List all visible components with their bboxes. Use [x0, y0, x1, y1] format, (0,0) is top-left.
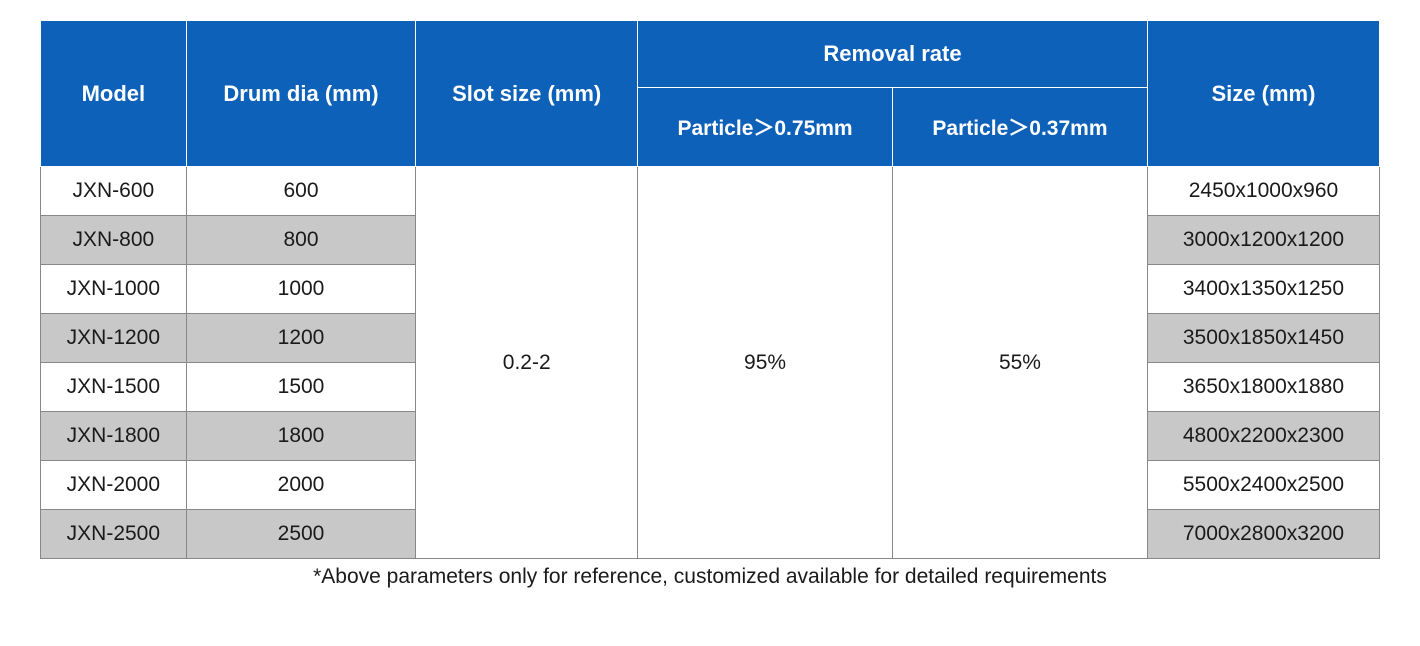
cell-model: JXN-600 — [41, 167, 187, 216]
table-header: Model Drum dia (mm) Slot size (mm) Remov… — [41, 21, 1380, 167]
cell-size: 2450x1000x960 — [1147, 167, 1379, 216]
cell-slot-size: 0.2-2 — [416, 167, 638, 559]
cell-drum-dia: 1500 — [186, 363, 416, 412]
cell-size: 7000x2800x3200 — [1147, 510, 1379, 559]
header-size: Size (mm) — [1147, 21, 1379, 167]
cell-size: 4800x2200x2300 — [1147, 412, 1379, 461]
cell-drum-dia: 1800 — [186, 412, 416, 461]
header-particle-075: Particle＞0.75mm — [638, 88, 893, 167]
cell-size: 3400x1350x1250 — [1147, 265, 1379, 314]
cell-model: JXN-1800 — [41, 412, 187, 461]
cell-drum-dia: 2500 — [186, 510, 416, 559]
cell-removal-075: 95% — [638, 167, 893, 559]
table-body: JXN-6006000.2-295%55%2450x1000x960JXN-80… — [41, 167, 1380, 559]
cell-drum-dia: 1000 — [186, 265, 416, 314]
cell-size: 3500x1850x1450 — [1147, 314, 1379, 363]
cell-model: JXN-1500 — [41, 363, 187, 412]
cell-model: JXN-1000 — [41, 265, 187, 314]
cell-drum-dia: 2000 — [186, 461, 416, 510]
header-removal-rate: Removal rate — [638, 21, 1148, 88]
cell-drum-dia: 1200 — [186, 314, 416, 363]
table-row: JXN-6006000.2-295%55%2450x1000x960 — [41, 167, 1380, 216]
cell-removal-037: 55% — [893, 167, 1148, 559]
cell-model: JXN-2500 — [41, 510, 187, 559]
header-model: Model — [41, 21, 187, 167]
cell-size: 5500x2400x2500 — [1147, 461, 1379, 510]
cell-model: JXN-1200 — [41, 314, 187, 363]
cell-size: 3000x1200x1200 — [1147, 216, 1379, 265]
cell-size: 3650x1800x1880 — [1147, 363, 1379, 412]
cell-model: JXN-2000 — [41, 461, 187, 510]
header-drum-dia: Drum dia (mm) — [186, 21, 416, 167]
header-particle-037: Particle＞0.37mm — [893, 88, 1148, 167]
spec-table: Model Drum dia (mm) Slot size (mm) Remov… — [40, 20, 1380, 559]
footnote: *Above parameters only for reference, cu… — [40, 565, 1380, 589]
cell-model: JXN-800 — [41, 216, 187, 265]
cell-drum-dia: 600 — [186, 167, 416, 216]
header-slot-size: Slot size (mm) — [416, 21, 638, 167]
cell-drum-dia: 800 — [186, 216, 416, 265]
